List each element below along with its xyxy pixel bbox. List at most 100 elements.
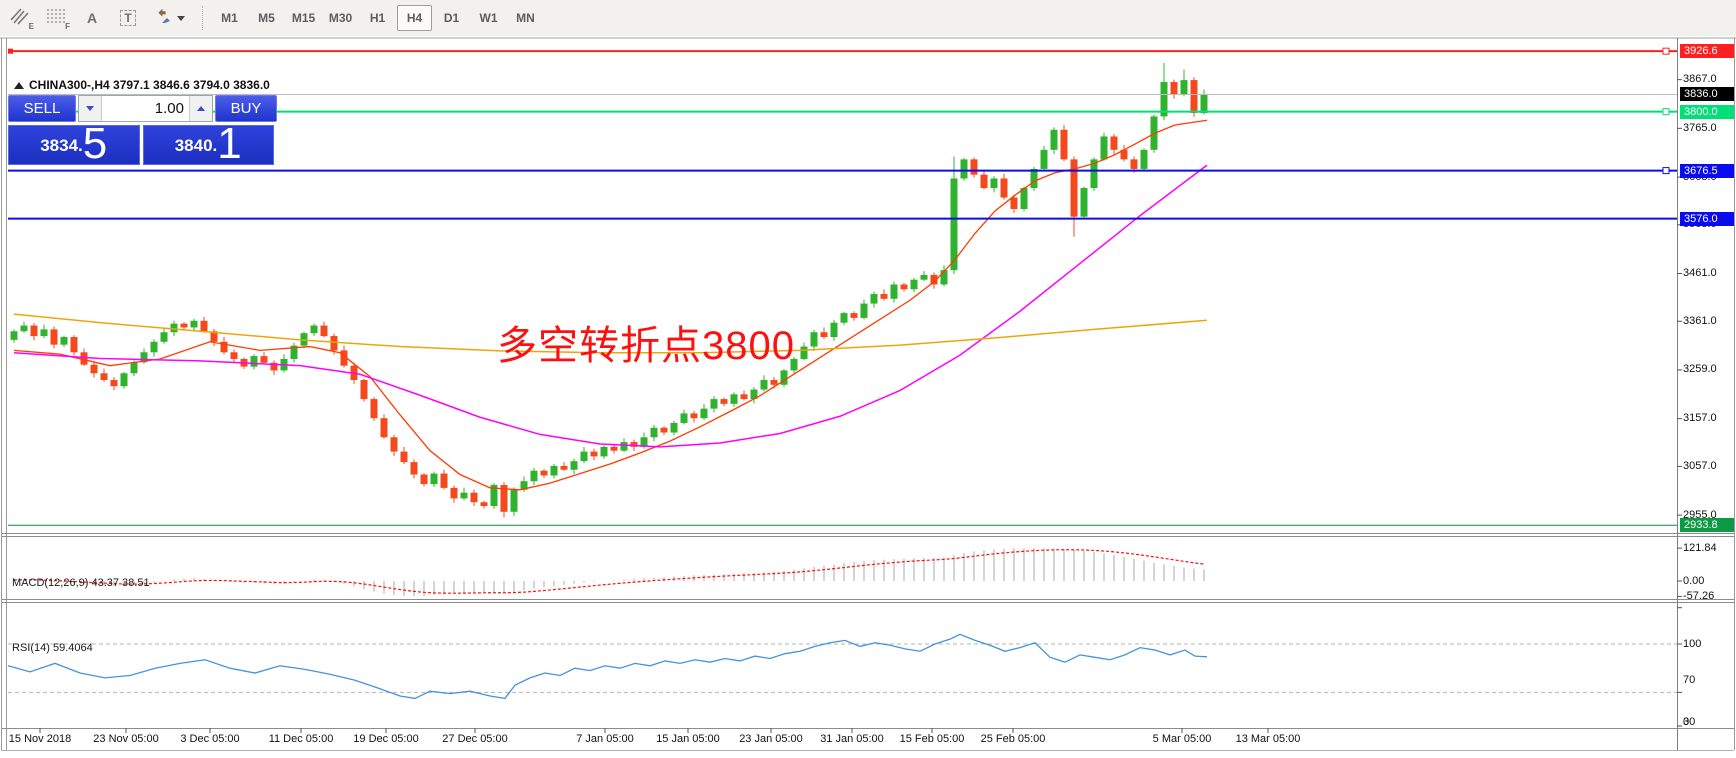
candle-body [230,352,238,359]
macd-axis-label: -57.26 [1683,590,1715,603]
candle-body [100,373,108,380]
candle-body [1080,188,1088,217]
sell-price-display[interactable]: 3834. 5 [8,119,140,168]
timeframe-button-M15[interactable]: M15 [291,11,316,25]
time-axis-label: 31 Jan 05:00 [820,733,884,745]
candle-body [210,331,218,342]
candle-body [950,178,958,271]
candle-body [800,346,808,359]
time-axis-label: 3 Dec 05:00 [180,733,240,745]
candle-body [150,341,158,353]
volume-increase-button[interactable] [189,96,212,121]
timeframe-button-W1[interactable]: W1 [479,11,498,25]
timeframe-button-D1[interactable]: D1 [443,11,460,25]
volume-input[interactable] [102,96,189,121]
sell-price-main: 3834 [40,136,79,155]
candle-body [400,451,408,463]
candle-body [60,337,68,345]
buy-price-display[interactable]: 3840. 1 [142,119,274,168]
rsi-indicator-label: RSI(14) 59.4064 [12,642,93,654]
time-axis-label: 25 Feb 05:00 [980,733,1046,745]
rsi-axis-label: 100 [1683,637,1702,650]
candle-body [1010,197,1018,210]
timeframe-button-H4[interactable]: H4 [397,5,432,31]
one-click-trading-panel: SELL BUY 3834.5 3840.1 [8,95,277,168]
rsi-axis-label: 0 [1683,716,1690,728]
candle-body [470,492,478,503]
candle-body [290,345,298,359]
candle-body [480,502,488,507]
candle-body [80,352,88,365]
candle-body [870,294,878,304]
line-start-handle[interactable] [8,48,13,54]
candle-body [10,331,18,340]
timeframe-button-H1[interactable]: H1 [369,11,386,25]
candle-body [900,284,908,290]
candle-body [490,485,498,507]
volume-decrease-button[interactable] [79,96,102,121]
candle-body [1070,159,1078,217]
candle-body [390,437,398,452]
candle-body [840,313,848,323]
candle-body [520,481,528,490]
candle-body [340,350,348,366]
timeframe-button-MN[interactable]: MN [516,11,535,25]
candle-body [830,322,838,338]
arrow-objects-icon [156,8,174,29]
time-axis-label: 15 Nov 2018 [8,733,72,745]
time-axis-label: 19 Dec 05:00 [353,733,419,745]
line-studies-tool-button[interactable]: E [4,4,36,32]
time-axis-label: 23 Nov 05:00 [93,733,159,745]
candle-body [40,329,48,337]
text-box-icon: T [120,10,136,26]
time-axis-label: 13 Mar 05:00 [1235,733,1301,745]
buy-button[interactable]: BUY [215,95,277,122]
time-axis-label: 23 Jan 05:00 [739,733,803,745]
price-chart-canvas[interactable] [0,36,1736,758]
sell-button[interactable]: SELL [8,95,76,122]
time-axis-label: 5 Mar 05:00 [1152,733,1212,745]
price-axis-tick-label: 3867.0 [1683,73,1717,86]
fibonacci-tool-button[interactable]: F [40,4,72,32]
line-end-marker[interactable] [1662,108,1670,116]
candle-body [570,461,578,470]
candle-body [1020,188,1028,210]
candle-body [1140,149,1148,169]
candle-body [1160,82,1168,117]
line-end-marker[interactable] [1662,47,1670,55]
candle-body [630,442,638,447]
sell-price-dot: . [78,136,83,155]
symbol-ohlc-text: CHINA300-,H4 3797.1 3846.6 3794.0 3836.0 [29,78,270,92]
trendlines-icon [10,7,30,30]
candle-body [460,492,468,499]
text-tool-button[interactable]: A [76,4,108,32]
toolbar: E F A T M1 M5 M15 M30 H1 H4 D1 W1 MN [0,0,1736,37]
price-axis-tick-label: 3765.0 [1683,121,1717,134]
candle-body [500,485,508,512]
macd-indicator-label: MACD(12,26,9) 43.37 38.51 [12,577,150,589]
macd-axis-label: 121.84 [1683,542,1717,555]
chart-annotation-text: 多空转折点3800 [497,324,795,368]
buy-price-big-digit: 1 [217,119,242,168]
candle-body [650,427,658,438]
candle-body [660,427,668,433]
candle-body [260,356,268,363]
candle-body [1060,129,1068,160]
candle-body [890,284,898,299]
candle-body [910,279,918,290]
candle-body [370,399,378,419]
time-axis-label: 11 Dec 05:00 [268,733,334,745]
text-label-tool-button[interactable]: T [112,4,144,32]
sell-price-big-digit: 5 [82,119,108,168]
timeframe-button-M5[interactable]: M5 [258,11,275,25]
candle-body [1180,80,1188,95]
timeframe-button-M1[interactable]: M1 [221,11,238,25]
line-end-marker[interactable] [1662,167,1670,175]
candle-body [560,465,568,470]
timeframe-button-M30[interactable]: M30 [328,11,353,25]
chart-window: CHINA300-,H4 3797.1 3846.6 3794.0 3836.0… [0,36,1736,758]
arrows-tool-button[interactable] [148,4,192,32]
candle-body [690,413,698,419]
candle-body [750,389,758,400]
candle-body [530,470,538,482]
